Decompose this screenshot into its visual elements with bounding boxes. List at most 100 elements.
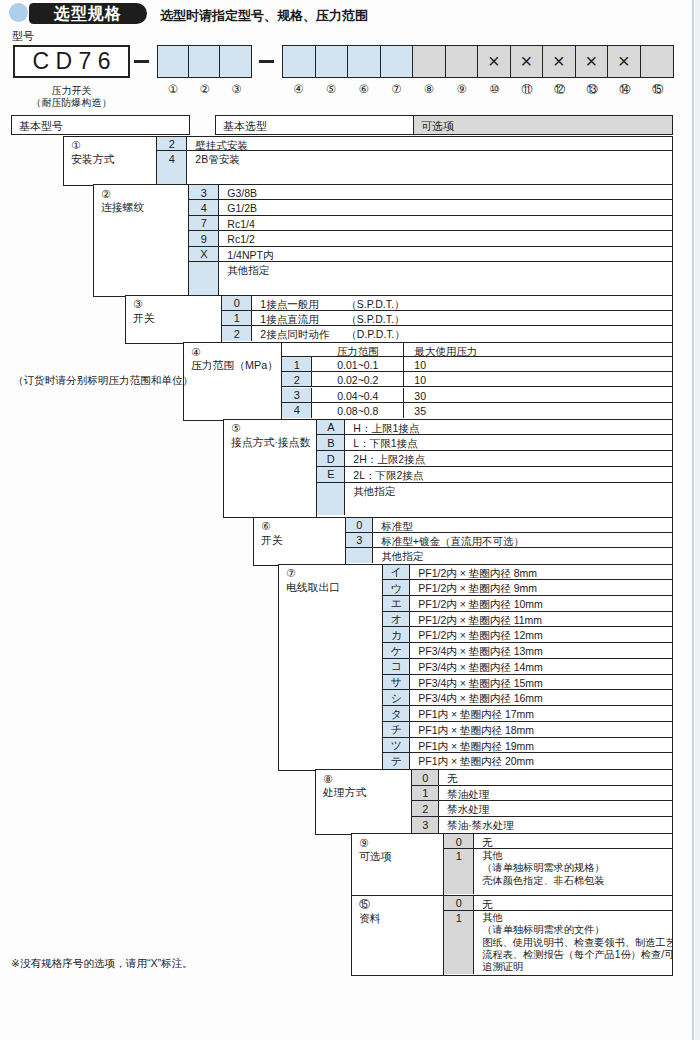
option-row: 0无 [444, 896, 672, 911]
section-number: ③ [133, 298, 221, 312]
option-code: 1 [282, 357, 312, 371]
subtable-row: 40.08~0.835 [282, 403, 672, 418]
section-label: ⑮资料 [352, 896, 444, 976]
option-code: 3 [189, 185, 219, 199]
model-slot [158, 46, 189, 77]
option-text-main: PF1/2内 × 垫圈内径 10mm [418, 598, 543, 610]
model-code-box: C D 7 6 [13, 45, 130, 78]
section-number: ⑦ [286, 567, 382, 581]
x-mark: × [618, 50, 630, 73]
option-code: A [317, 420, 345, 435]
pressure-range-value: 0.01~0.1 [312, 357, 404, 371]
option-code: ツ [383, 738, 410, 753]
option-code: 4 [282, 403, 312, 418]
option-text: 2L：下限2接点 [345, 467, 672, 482]
section-name: 可选项 [359, 850, 443, 864]
subtable-row: 30.04~0.430 [282, 388, 672, 403]
option-text-main: PF1内 × 垫圈内径 20mm [418, 755, 534, 767]
section-number: ⑥ [261, 520, 345, 534]
option-text-main: G1/2B [227, 202, 257, 214]
option-text: 1接点一般用（S.P.D.T.） [252, 296, 672, 310]
slot-number: ⑪ [521, 82, 533, 97]
slot-number: ⑬ [587, 82, 599, 97]
option-row: 其他指定 [189, 262, 672, 295]
page-edge-line [692, 0, 694, 1040]
option-code: 0 [222, 296, 252, 310]
option-text-line: （请单独标明需求的文件） [482, 924, 672, 936]
x-mark: × [520, 50, 532, 73]
section-name: 资料 [359, 912, 443, 926]
option-text: 2H：上限2接点 [345, 451, 672, 466]
option-text: 其他（请单独标明需求的文件）图纸、使用说明书、检查要领书、制造工艺流程表、检测报… [474, 911, 672, 975]
option-text: 其他指定 [345, 483, 672, 516]
option-text-main: 1接点一般用 [260, 298, 318, 310]
slot-number: ⑥ [359, 82, 369, 96]
x-mark: × [553, 50, 565, 73]
option-text: 其他（请单独标明需求的规格）壳体颜色指定、非石棉包装 [474, 849, 672, 895]
option-code: タ [383, 706, 410, 721]
option-row: 3标准型+镀金（直流用不可选） [346, 533, 672, 548]
slot-number: ② [200, 82, 210, 96]
option-text-main: PF1/2内 × 垫圈内径 8mm [418, 567, 537, 579]
max-pressure-value: 10 [404, 357, 672, 371]
option-text-main: 无 [447, 772, 458, 784]
option-code: B [317, 435, 345, 450]
option-text-main: PF1内 × 垫圈内径 18mm [418, 724, 534, 736]
slot-number: ⑤ [326, 82, 336, 96]
option-text: PF1内 × 垫圈内径 17mm [410, 706, 672, 721]
model-slot [189, 46, 220, 77]
slot-number: ⑨ [457, 82, 467, 96]
option-code: オ [383, 612, 410, 627]
model-label: 型号 [12, 29, 34, 44]
option-code: D [317, 451, 345, 466]
option-text-main: PF3/4内 × 垫圈内径 13mm [418, 645, 543, 657]
model-caption-2: （耐压防爆构造） [13, 97, 130, 109]
option-text: PF1/2内 × 垫圈内径 10mm [410, 596, 672, 611]
option-text: H：上限1接点 [345, 420, 672, 435]
section-number: ⑤ [231, 422, 316, 436]
option-row: 其他指定 [317, 483, 672, 516]
model-caption-1: 压力开关 [13, 85, 130, 97]
section-number: ⑧ [323, 773, 411, 787]
section-name: 连接螺纹 [101, 201, 188, 215]
dash-separator [259, 60, 274, 63]
option-row: チPF1内 × 垫圈内径 18mm [383, 722, 672, 738]
model-slot [381, 46, 414, 77]
option-code: ウ [383, 580, 410, 595]
option-row: 7Rc1/4 [189, 216, 672, 232]
option-row: 2壁挂式安装 [157, 137, 672, 152]
option-text-line: （请单独标明需求的规格） [482, 862, 672, 874]
section-label: ⑦电线取出口 [279, 565, 383, 771]
section-name: 压力范围（MPa） [191, 359, 281, 373]
slot-number: ④ [293, 82, 303, 96]
option-code: 4 [189, 200, 219, 215]
option-text-main: 无 [482, 898, 493, 910]
option-text: 2B管安装 [187, 151, 672, 184]
option-code: 1 [444, 849, 474, 895]
option-row: ツPF1内 × 垫圈内径 19mm [383, 738, 672, 754]
model-slot [316, 46, 349, 77]
option-text: 其他指定 [373, 548, 672, 563]
section-label: ⑥开关 [254, 518, 346, 565]
option-text-main: 禁油处理 [447, 788, 489, 800]
model-slot: × [478, 46, 511, 77]
section-name: 开关 [133, 312, 221, 326]
option-row: 11接点直流用（S.P.D.T.） [222, 311, 672, 326]
option-row: 0标准型 [346, 518, 672, 533]
option-text-main: Rc1/2 [227, 233, 254, 245]
section-number: ⑨ [359, 837, 443, 851]
option-text-main: PF1内 × 垫圈内径 17mm [418, 708, 534, 720]
option-code: 2 [222, 326, 252, 341]
page-subtitle: 选型时请指定型号、规格、压力范围 [160, 7, 368, 25]
option-code: 0 [412, 770, 439, 785]
option-text-main: G3/8B [227, 187, 257, 199]
option-text: 无 [474, 896, 672, 910]
option-row: 3禁油·禁水处理 [412, 817, 672, 833]
option-code: 4 [157, 151, 187, 184]
subtable-col-max: 最大使用压力 [404, 343, 672, 356]
x-mark: × [585, 50, 597, 73]
option-text-main: PF3/4内 × 垫圈内径 16mm [418, 692, 543, 704]
option-row: 4 G1/2B [189, 200, 672, 216]
option-code: 7 [189, 216, 219, 231]
option-text-line: 流程表、检测报告（每个产品1份）检查/可 [482, 949, 672, 961]
